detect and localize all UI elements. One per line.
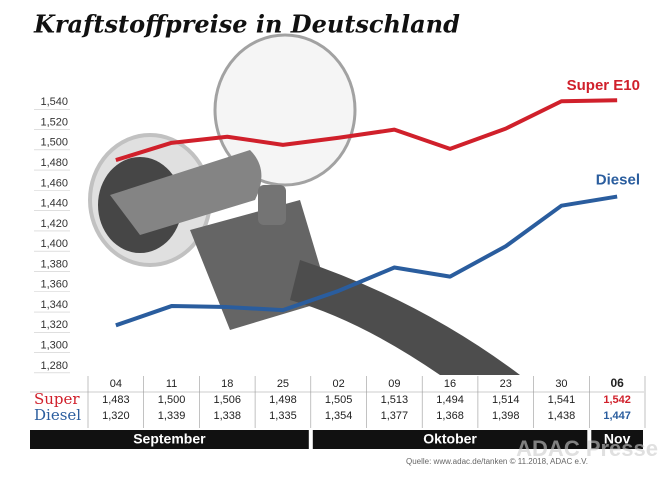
y-tick-label: 1,360 — [40, 279, 68, 291]
x-tick-label: 09 — [388, 378, 400, 390]
row-label: Super — [34, 390, 80, 408]
background-illustration — [88, 33, 520, 375]
chart-title: Kraftstoffpreise in Deutschland — [33, 10, 460, 39]
month-bar — [30, 430, 309, 449]
series-line — [115, 194, 618, 328]
value-label: 1,335 — [269, 410, 297, 422]
value-label: 1,377 — [381, 410, 409, 422]
y-tick-label: 1,520 — [40, 116, 68, 128]
x-tick-label: 16 — [444, 378, 456, 390]
x-tick-label: 23 — [500, 378, 512, 390]
value-label: 1,338 — [213, 410, 241, 422]
value-label: 1,514 — [492, 394, 520, 406]
y-tick-label: 1,320 — [40, 319, 68, 331]
month-bar — [591, 430, 643, 449]
month-label: Oktober — [423, 431, 477, 447]
x-tick-label: 18 — [221, 378, 233, 390]
month-label: Nov — [604, 431, 631, 447]
series-label: Diesel — [596, 172, 640, 189]
value-label: 1,494 — [436, 394, 464, 406]
value-label: 1,498 — [269, 394, 297, 406]
y-tick-label: 1,480 — [40, 157, 68, 169]
series-label: Super E10 — [567, 77, 640, 94]
x-tick-label: 02 — [333, 378, 345, 390]
value-label: 1,398 — [492, 410, 520, 422]
row-label: Diesel — [34, 406, 81, 424]
value-label: 1,368 — [436, 410, 464, 422]
y-tick-label: 1,380 — [40, 258, 68, 270]
table-bg — [30, 375, 644, 430]
y-tick-label: 1,340 — [40, 299, 68, 311]
value-label: 1,483 — [102, 394, 130, 406]
y-tick-label: 1,300 — [40, 339, 68, 351]
value-label: 1,506 — [213, 394, 241, 406]
y-tick-label: 1,540 — [40, 96, 68, 108]
value-label: 1,339 — [158, 410, 186, 422]
watermark: ADAC Presse — [516, 436, 658, 461]
x-tick-label: 25 — [277, 378, 289, 390]
value-label: 1,354 — [325, 410, 353, 422]
value-label: 1,447 — [603, 410, 631, 422]
source: Quelle: www.adac.de/tanken © 11.2018, AD… — [406, 457, 588, 466]
y-tick-label: 1,460 — [40, 177, 68, 189]
value-label: 1,505 — [325, 394, 353, 406]
value-label: 1,513 — [381, 394, 409, 406]
series-line — [115, 98, 618, 162]
month-bar — [312, 430, 588, 449]
month-label: September — [133, 431, 206, 447]
value-label: 1,320 — [102, 410, 130, 422]
x-tick-label: 11 — [166, 378, 177, 390]
y-tick-label: 1,500 — [40, 137, 68, 149]
y-tick-label: 1,400 — [40, 238, 68, 250]
y-tick-label: 1,280 — [40, 360, 68, 372]
y-tick-label: 1,440 — [40, 198, 68, 210]
x-tick-label: 04 — [110, 378, 122, 390]
x-tick-label: 30 — [555, 378, 567, 390]
value-label: 1,438 — [548, 410, 576, 422]
x-tick-label: 06 — [610, 376, 624, 390]
value-label: 1,542 — [603, 394, 631, 406]
value-label: 1,541 — [548, 394, 576, 406]
y-tick-label: 1,420 — [40, 218, 68, 230]
value-label: 1,500 — [158, 394, 186, 406]
